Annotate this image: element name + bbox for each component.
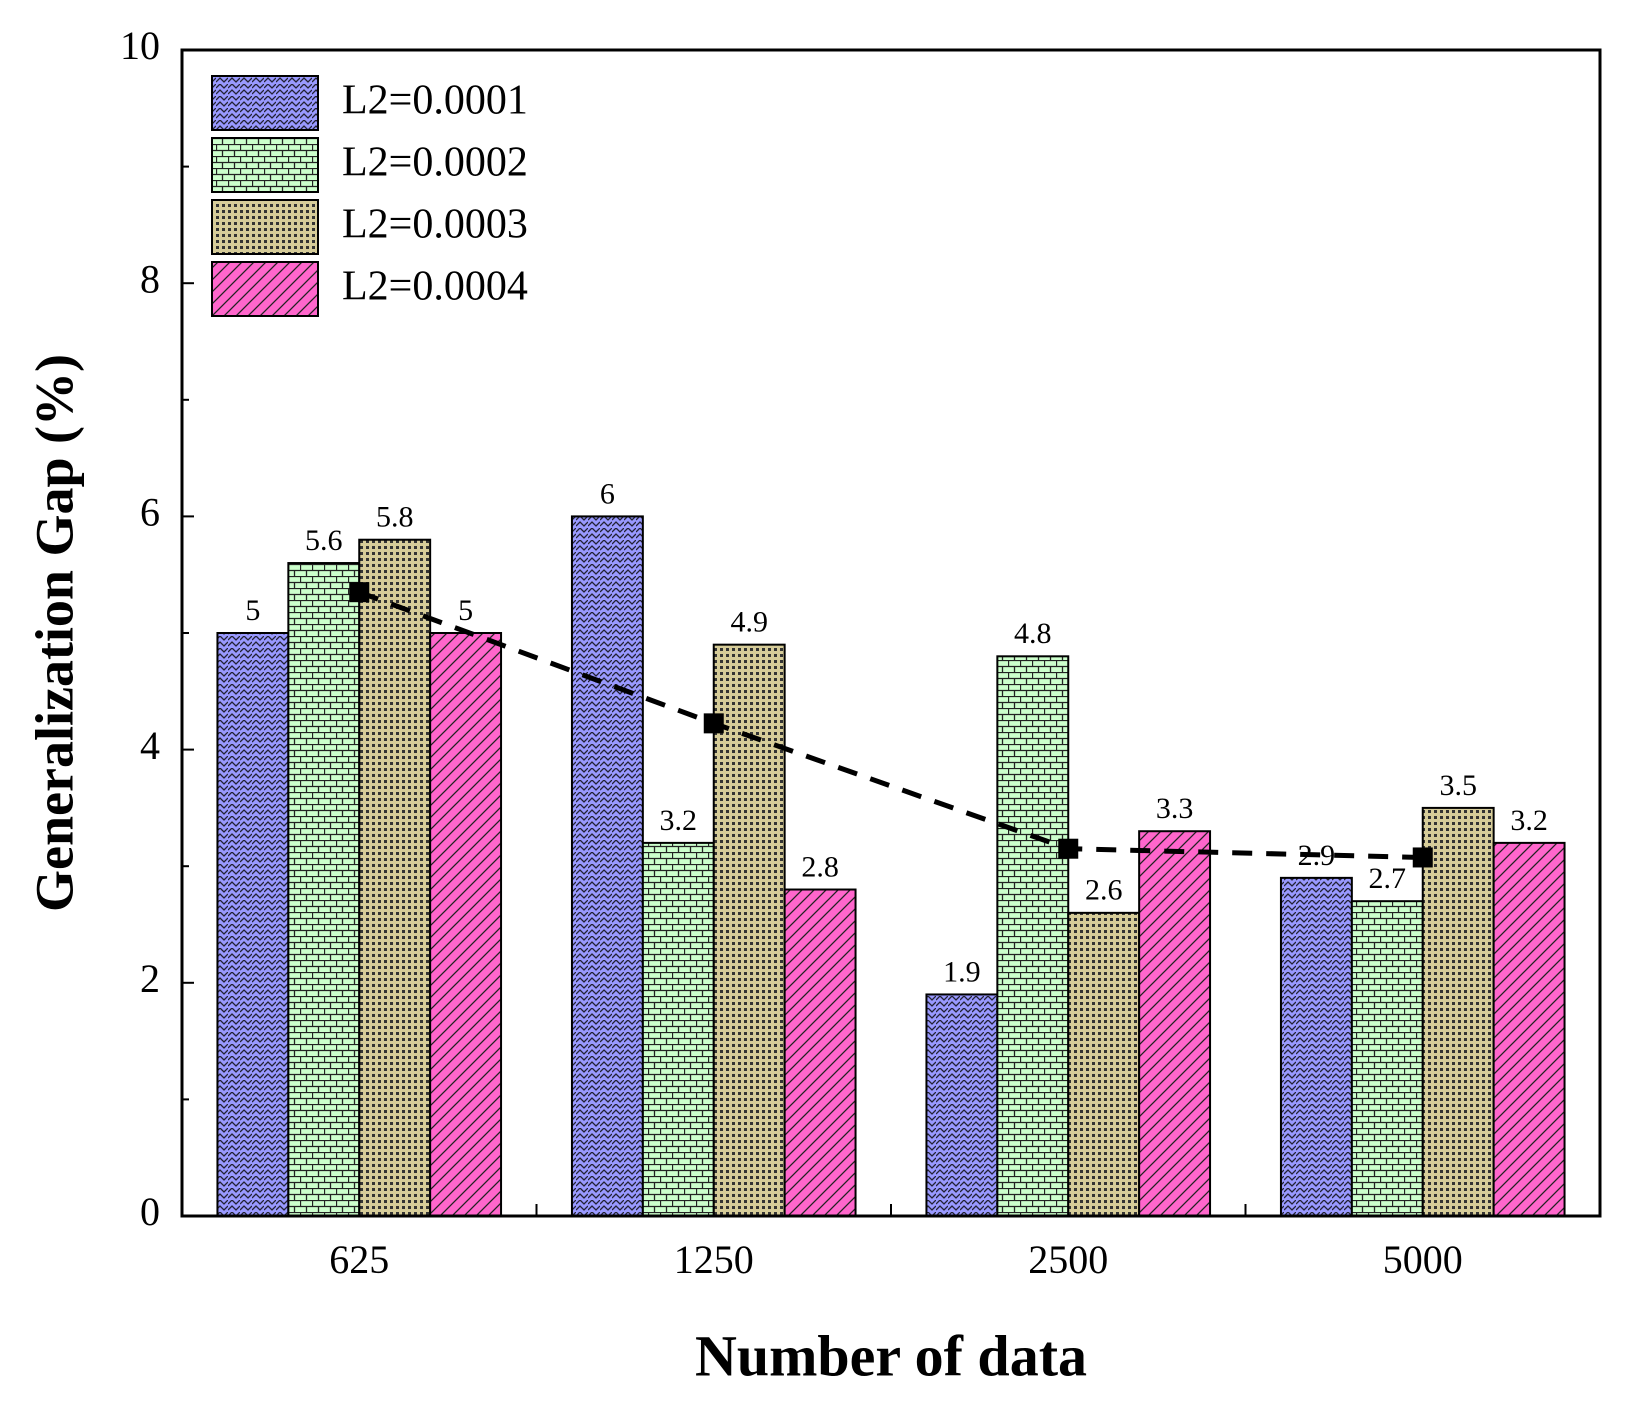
data-label: 3.2 <box>1510 804 1548 837</box>
y-tick-label: 10 <box>120 23 160 68</box>
bar <box>641 841 715 1217</box>
y-tick-label: 0 <box>140 1189 160 1234</box>
data-label: 2.7 <box>1369 862 1407 895</box>
bar <box>216 632 290 1217</box>
legend-label: L2=0.0002 <box>342 140 528 186</box>
bar <box>1350 900 1424 1217</box>
trend-line <box>358 589 1423 860</box>
trend-marker <box>1412 847 1433 868</box>
y-tick-label: 6 <box>140 490 160 535</box>
y-tick-label: 8 <box>140 256 160 301</box>
bar <box>783 888 857 1218</box>
y-axis-title: Generalization Gap (%) <box>24 354 84 912</box>
bar <box>1067 911 1141 1218</box>
bar <box>996 655 1070 1217</box>
bar <box>1421 806 1495 1218</box>
bar <box>1138 830 1212 1217</box>
bar <box>287 562 361 1217</box>
data-label: 4.9 <box>730 606 768 639</box>
y-tick-label: 4 <box>140 723 160 768</box>
trend-marker <box>1058 838 1079 859</box>
legend-label: L2=0.0003 <box>342 202 528 248</box>
bar <box>1492 841 1566 1217</box>
data-label: 4.8 <box>1014 617 1052 650</box>
x-tick-label: 1250 <box>674 1237 754 1282</box>
data-label: 3.5 <box>1439 769 1477 802</box>
data-label: 1.9 <box>943 955 981 988</box>
legend-label: L2=0.0004 <box>342 264 528 310</box>
data-label: 5.6 <box>305 524 343 557</box>
legend-label: L2=0.0001 <box>342 78 528 124</box>
x-axis-title: Number of data <box>695 1323 1087 1388</box>
data-label: 2.6 <box>1085 874 1123 907</box>
bar <box>925 993 999 1218</box>
x-tick-label: 2500 <box>1028 1237 1108 1282</box>
trend-marker <box>349 582 370 603</box>
x-tick-label: 625 <box>329 1237 389 1282</box>
plot-frame <box>180 48 1602 1218</box>
legend-swatch <box>211 261 319 317</box>
data-label: 6 <box>600 477 615 510</box>
bar <box>358 538 432 1217</box>
data-label: 5.8 <box>376 501 414 534</box>
bar <box>712 643 786 1217</box>
legend-swatch <box>211 137 319 193</box>
bar <box>570 515 644 1217</box>
bar <box>1279 876 1353 1217</box>
x-tick-label: 5000 <box>1383 1237 1463 1282</box>
trend-marker <box>703 713 724 734</box>
data-label: 2.8 <box>801 850 839 883</box>
data-label: 3.2 <box>660 804 698 837</box>
data-label: 5 <box>458 594 473 627</box>
data-label: 3.3 <box>1156 792 1194 825</box>
data-label: 5 <box>245 594 260 627</box>
legend-swatch <box>211 75 319 131</box>
y-tick-label: 2 <box>140 956 160 1001</box>
bar <box>429 632 503 1217</box>
legend-swatch <box>211 199 319 255</box>
